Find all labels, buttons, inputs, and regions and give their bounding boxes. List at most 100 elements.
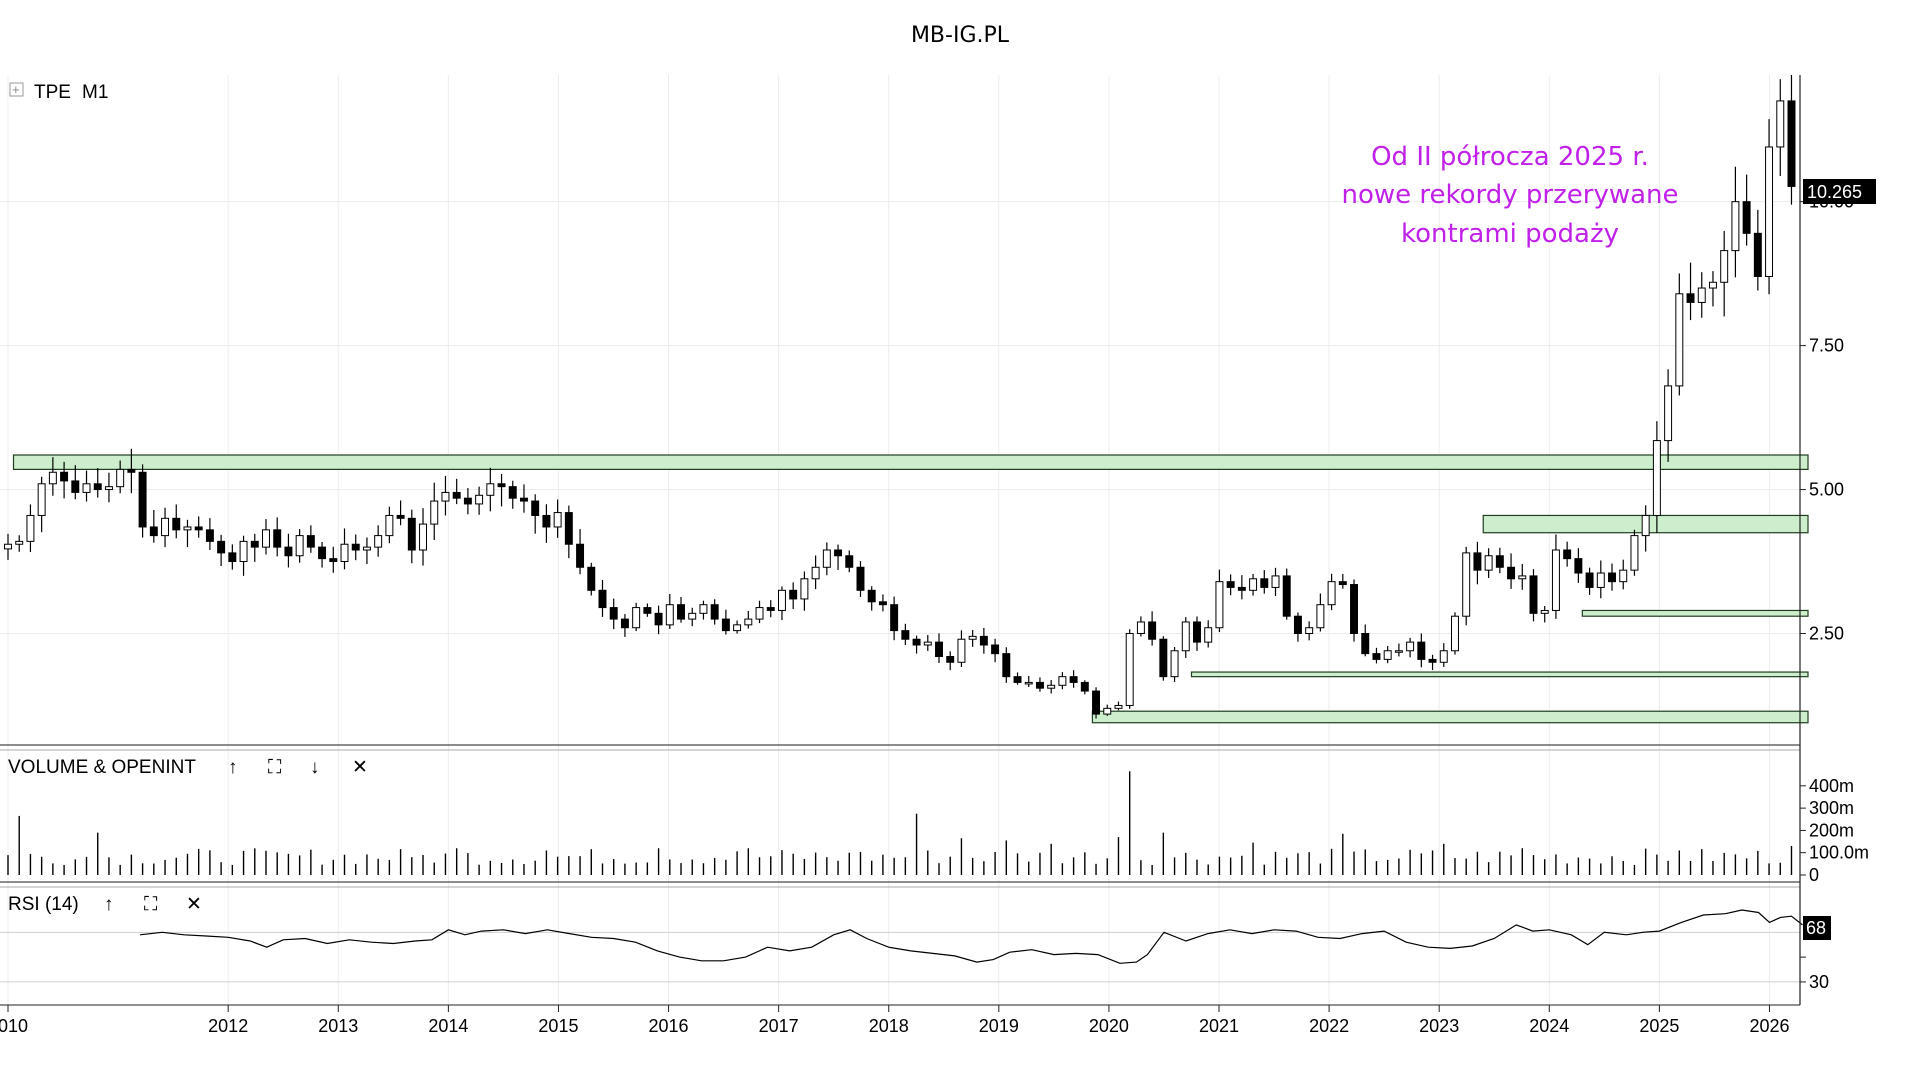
rsi-last-tag: 68 [1803,916,1831,940]
candle-up [161,517,170,537]
chart-title: MB-IG.PL [910,22,1010,48]
candle-down [867,589,876,603]
time-tick-label: 2020 [1089,1016,1129,1035]
support-resistance-zones [12,454,1809,724]
candle-down [1237,586,1246,591]
candle-up [811,566,820,580]
time-tick-label: 2025 [1639,1016,1679,1035]
candle-up [1181,621,1190,652]
price-tick-label: 2.50 [1809,623,1844,643]
last-price-badge [1803,179,1876,204]
expand-icon[interactable] [9,82,24,97]
rsi-last-value: 68 [1806,918,1826,938]
candle-down [497,483,506,488]
candle-down [1563,549,1572,560]
candle-down [351,543,360,551]
close-panel-button[interactable]: ✕ [352,757,368,778]
candle-up [755,607,764,620]
candle-down [452,491,461,499]
move-up-button[interactable]: ↑ [228,757,238,778]
candle-down [1417,641,1426,660]
candle-up [1776,100,1785,148]
candle-down [1148,621,1157,640]
time-tick-label: 2017 [759,1016,799,1035]
candle-up [688,612,697,620]
move-down-button[interactable]: ↓ [310,757,320,778]
candle-down [329,558,338,563]
candle-up [486,483,495,496]
candle-down [1495,555,1504,568]
candle-up [1383,650,1392,660]
candle-up [665,604,674,626]
zone-band [1190,671,1809,678]
time-tick-label: 2023 [1419,1016,1459,1035]
candle-down [1686,293,1695,303]
candle-up [1619,569,1628,583]
candle-down [620,618,629,629]
candle-up [1327,581,1336,606]
candle-down [93,483,102,491]
candle-up [1024,681,1033,685]
maximize-button[interactable]: ⛶ [267,757,282,778]
candle-up [1720,250,1729,283]
candle-down [1338,581,1347,586]
chart-svg[interactable]: 2.505.007.5010.00 + TPE M1 10.265 Od II … [0,75,1920,1035]
rsi-close-button[interactable]: ✕ [186,894,202,915]
candle-up [800,578,809,600]
candle-up [4,543,12,550]
candle-down [1574,558,1583,574]
candle-down [576,543,585,568]
candle-down [609,607,618,620]
candlestick-series [4,75,1796,719]
candle-down [654,612,663,626]
rsi-move-up-button[interactable]: ↑ [104,894,114,915]
candle-down [935,641,943,658]
candle-down [598,589,607,609]
candle-down [677,604,685,620]
volume-tick-label: 300m [1809,798,1854,818]
candle-up [116,468,125,488]
chart-area[interactable]: 2.505.007.5010.00 + TPE M1 10.265 Od II … [0,75,1920,1035]
candle-down [228,552,237,563]
candle-down [250,540,259,548]
volume-tick-label: 0 [1809,865,1819,885]
candle-down [508,486,517,499]
time-tick-label: 2026 [1749,1016,1789,1035]
candle-up [553,512,562,528]
candle-up [1630,535,1639,571]
candle-up [362,546,371,551]
rsi-maximize-button[interactable]: ⛶ [143,894,158,915]
candle-down [217,540,226,554]
candle-up [1540,609,1549,614]
time-tick-label: 2013 [318,1016,358,1035]
candle-up [1136,621,1145,634]
candle-up [1462,552,1471,617]
candle-down [1226,581,1235,588]
candle-up [262,529,270,548]
candle-up [744,618,753,626]
time-tick-label: 2021 [1199,1016,1239,1035]
time-tick-label: 2012 [208,1016,248,1035]
candle-down [1193,621,1201,643]
candle-down [1069,676,1078,683]
candle-down [1529,575,1538,614]
rsi-panel[interactable]: RSI (14) ↑ ⛶ ✕ 30 68 [0,881,1831,992]
price-panel[interactable]: 2.505.007.5010.00 + TPE M1 10.265 Od II … [4,75,1876,724]
last-price-tag: 10.265 [1803,179,1876,204]
candle-down [1092,690,1101,715]
candle-up [104,486,113,491]
candle-up [923,641,932,646]
candle-down [1742,201,1751,234]
candle-down [519,497,528,502]
candle-up [82,483,91,493]
time-tick-label: 2014 [428,1016,468,1035]
candle-down [1002,653,1011,678]
candle-down [531,500,540,516]
candle-up [1170,650,1179,678]
zone-band [1091,710,1809,724]
grid-lines [0,75,1800,1005]
candle-up [26,514,35,542]
candle-up [1518,575,1527,580]
annotation-line-2: nowe rekordy przerywane [1341,180,1678,210]
